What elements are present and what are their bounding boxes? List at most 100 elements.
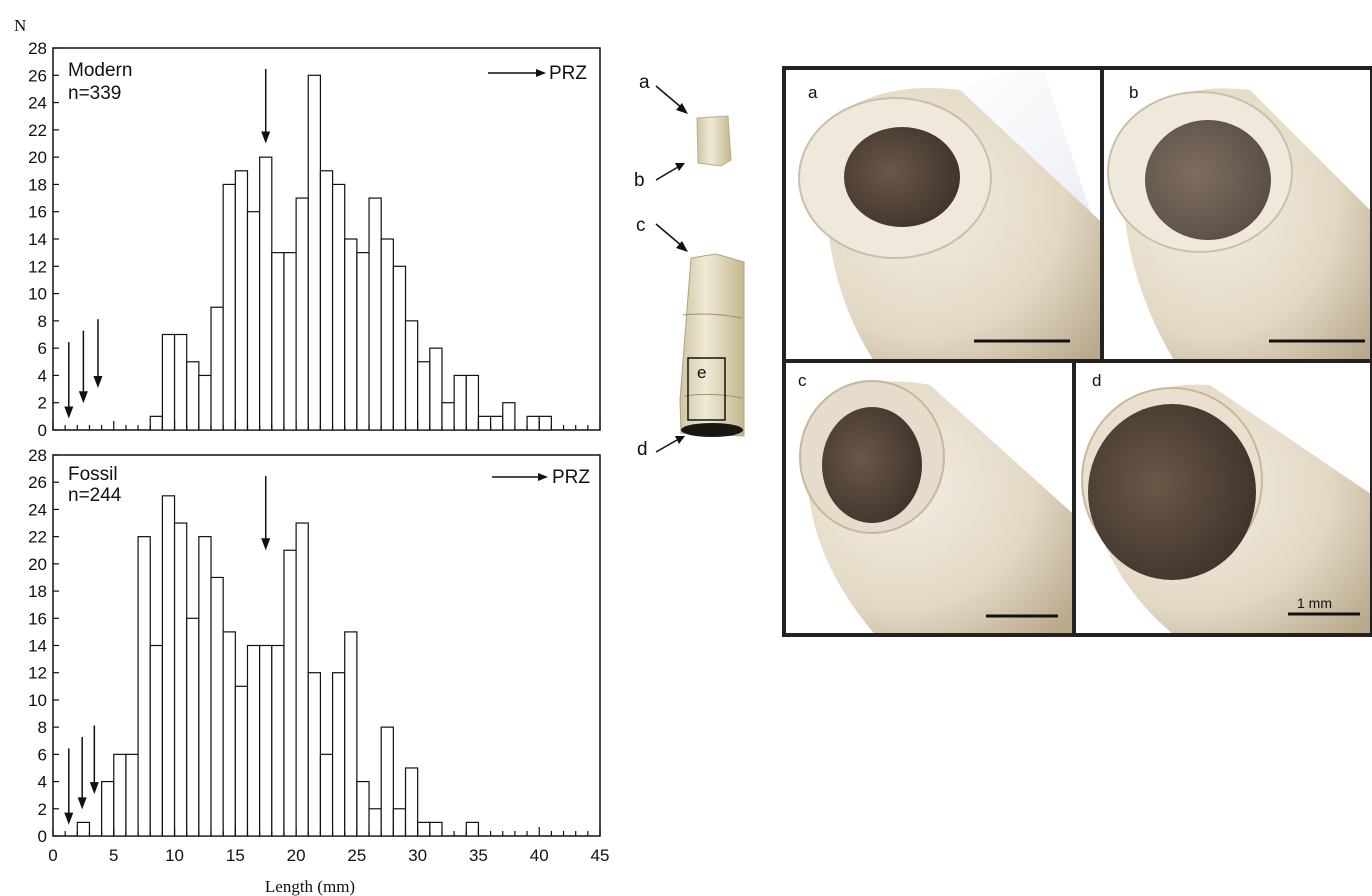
histogram-bar <box>283 252 297 431</box>
y-tick-label: 22 <box>28 121 47 140</box>
histogram-bar <box>490 415 504 431</box>
photo-label-a: a <box>808 83 818 102</box>
low-arrow-head <box>93 375 103 388</box>
histogram-bar <box>538 415 552 431</box>
inset-box <box>687 357 726 421</box>
y-tick-label: 24 <box>28 94 47 113</box>
photomicrograph-grid: a b c d 1 mm <box>782 66 1372 637</box>
histogram-bar <box>149 415 164 431</box>
histogram-bar <box>404 767 419 837</box>
histogram-bar <box>198 374 212 431</box>
y-tick-label: 16 <box>28 609 47 628</box>
photo-a <box>784 68 1101 360</box>
x-ticks: 0 5 10 15 20 25 30 35 40 45 <box>48 827 609 865</box>
histogram-bar <box>319 170 334 431</box>
panel-label: Modern <box>68 60 132 81</box>
histogram-bar <box>198 536 212 837</box>
histogram-bar <box>161 495 176 837</box>
low-arrow-head <box>77 797 87 810</box>
y-tick-label: 18 <box>28 175 47 194</box>
histogram-bar <box>465 374 480 431</box>
photo-d <box>1075 362 1372 635</box>
pointer-line-a <box>655 85 683 109</box>
y-tick-label: 14 <box>28 230 47 249</box>
sample-size: n=244 <box>68 485 122 506</box>
y-tick-label: 16 <box>28 203 47 222</box>
arrowhead-c <box>676 241 688 252</box>
histogram-bar <box>344 238 358 431</box>
specimen-label-c: c <box>636 215 646 236</box>
y-tick-label: 2 <box>38 800 47 819</box>
histogram-bar <box>368 808 382 837</box>
histogram-bar <box>331 183 346 431</box>
scale-bar-label: 1 mm <box>1297 595 1332 611</box>
arrowhead-d <box>675 436 685 444</box>
histogram-bar <box>295 522 309 837</box>
x-minor-ticks <box>52 421 601 430</box>
photo-label-b: b <box>1129 83 1138 102</box>
sample-size: n=339 <box>68 83 121 104</box>
x-tick-label: 35 <box>469 846 488 865</box>
pointer-line-c <box>655 223 683 247</box>
y-tick-label: 24 <box>28 500 47 519</box>
y-tick-label: 4 <box>38 773 47 792</box>
histogram-bar <box>210 306 224 431</box>
photo-b <box>1103 68 1372 360</box>
histogram-bar <box>173 522 188 837</box>
histogram-bar <box>246 644 261 837</box>
y-tick-label: 18 <box>28 582 47 601</box>
histogram-bar <box>368 197 382 431</box>
pointer-line-d <box>655 439 678 453</box>
y-tick-label: 22 <box>28 528 47 547</box>
y-tick-label: 20 <box>28 555 47 574</box>
histogram-bar <box>331 672 346 837</box>
low-arrow-head <box>64 406 74 419</box>
legend-arrowhead <box>538 473 548 481</box>
y-tick-label: 10 <box>28 691 47 710</box>
x-tick-label: 30 <box>408 846 427 865</box>
y-tick-label: 28 <box>28 446 47 465</box>
histogram-bar <box>295 197 309 431</box>
histogram-bar <box>502 402 516 431</box>
specimen-label-d: d <box>637 439 648 460</box>
y-tick-label: 8 <box>38 718 47 737</box>
photo-c <box>784 362 1073 635</box>
histogram-bar <box>417 821 431 837</box>
bead-crack <box>682 313 743 319</box>
photo-label-d: d <box>1092 371 1101 390</box>
specimen-label-a: a <box>639 72 650 93</box>
histogram-bar <box>161 333 176 431</box>
histogram-bar <box>526 415 540 431</box>
histogram-bar <box>234 685 249 837</box>
histogram-bar <box>259 644 273 837</box>
low-value-arrows <box>64 475 271 825</box>
bars <box>149 74 552 431</box>
y-tick-label: 6 <box>38 339 47 358</box>
histogram-bar <box>307 74 322 431</box>
mean-arrow-head <box>261 538 271 551</box>
histogram-bar <box>210 576 224 837</box>
legend-prz: PRZ <box>488 63 587 84</box>
photo-label-c: c <box>798 371 807 390</box>
histogram-bar <box>137 536 151 837</box>
x-tick-label: 25 <box>347 846 366 865</box>
pointer-line-b <box>655 166 679 181</box>
y-tick-label: 4 <box>38 366 47 385</box>
x-tick-label: 5 <box>109 846 118 865</box>
histogram-bar <box>356 780 370 837</box>
histogram-bar <box>392 265 407 431</box>
y-tick-label: 2 <box>38 394 47 413</box>
y-tick-label: 28 <box>28 39 47 58</box>
histogram-bar <box>465 821 480 837</box>
histogram-bar <box>453 374 467 431</box>
photo-grid-frame <box>782 66 1372 637</box>
x-tick-label: 15 <box>226 846 245 865</box>
legend-prz: PRZ <box>492 467 590 488</box>
small-bead <box>696 115 732 167</box>
arrowhead-b <box>675 163 685 171</box>
histogram-bar <box>477 415 492 431</box>
arrowhead-a <box>676 103 688 114</box>
low-arrow-head <box>89 782 99 795</box>
